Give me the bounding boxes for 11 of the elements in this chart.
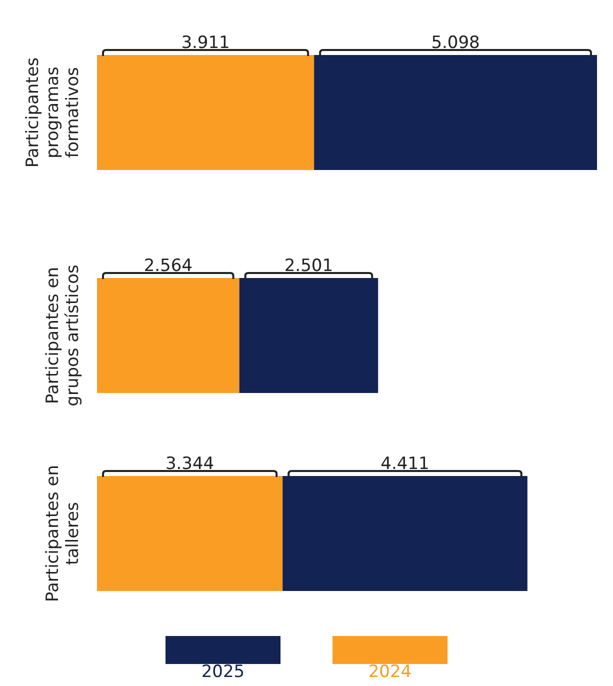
text: 2025 xyxy=(201,662,245,682)
data-label: 2.564 xyxy=(144,256,192,276)
text: 2024 xyxy=(368,662,412,682)
y-tick-label: Participantes en grupos artísticos xyxy=(43,264,83,406)
data-label: 3.911 xyxy=(181,33,230,53)
data-label: 4.411 xyxy=(380,454,430,474)
data-label: 3.344 xyxy=(165,454,214,474)
y-tick-label: Participantes en talleres xyxy=(43,465,83,602)
data-label: 5.098 xyxy=(431,33,480,53)
data-label: 2.501 xyxy=(284,256,334,276)
y-tick-label: Participantes programas formativos xyxy=(23,57,83,168)
